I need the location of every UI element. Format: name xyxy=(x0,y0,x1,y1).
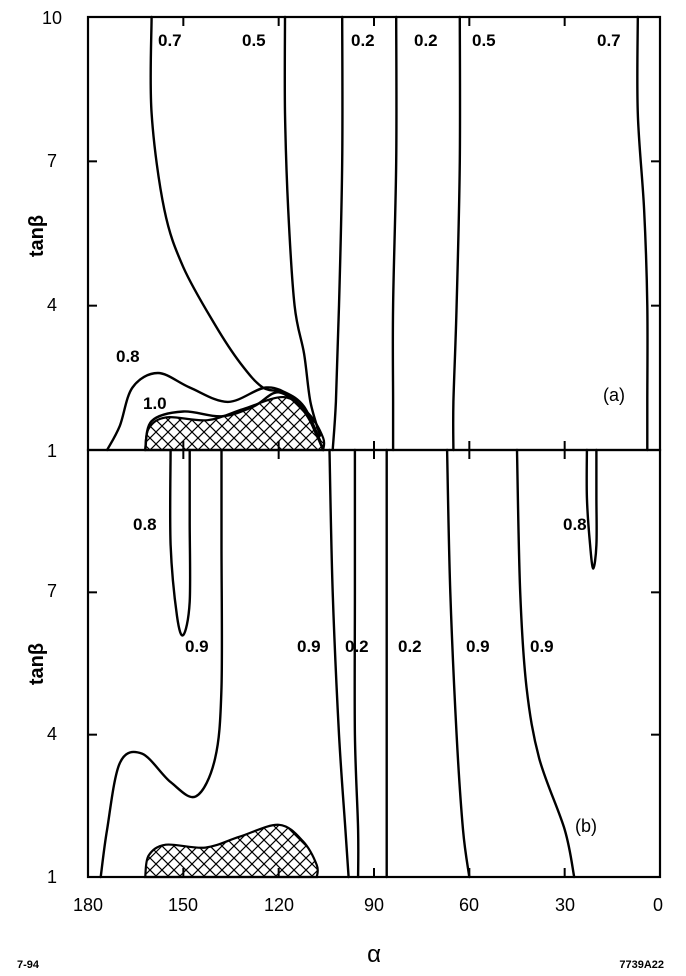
panel-a-frame xyxy=(86,15,662,452)
panel-b-excluded-region xyxy=(143,823,319,879)
y-tick-a-10: 10 xyxy=(42,8,62,28)
y-tick-b-4: 4 xyxy=(47,724,57,744)
contour-label-a-2: 0.2 xyxy=(351,31,375,50)
contour-label-a-4: 0.5 xyxy=(472,31,496,50)
contour-label-b-0: 0.8 xyxy=(133,515,157,534)
x-tick-0: 0 xyxy=(653,895,663,915)
contour-line-a-3 xyxy=(391,15,398,452)
contour-line-b-6 xyxy=(445,448,471,879)
contour-line-a-7 xyxy=(144,391,325,452)
contour-line-a-4 xyxy=(451,15,462,452)
contour-label-a-0: 0.7 xyxy=(158,31,182,50)
panel-b-label: (b) xyxy=(575,816,597,836)
y-tick-b-1: 1 xyxy=(47,867,57,887)
contour-line-a-5 xyxy=(636,15,649,452)
contour-line-a-2 xyxy=(331,15,344,452)
contour-label-a-3: 0.2 xyxy=(414,31,438,50)
contour-label-b-1: 0.8 xyxy=(563,515,587,534)
axis-ticks xyxy=(87,16,661,878)
y-axis-title-b: tanβ xyxy=(26,643,48,685)
contour-line-a-0 xyxy=(149,15,322,442)
contour-line-a-1 xyxy=(283,15,322,437)
panel-a-label: (a) xyxy=(603,385,625,405)
excluded-region-b xyxy=(143,823,319,879)
y-tick-a-7: 7 xyxy=(47,151,57,171)
contour-label-b-5: 0.2 xyxy=(398,637,422,656)
y-tick-a-4: 4 xyxy=(47,295,57,315)
contour-label-b-6: 0.9 xyxy=(466,637,490,656)
y-tick-b-7: 7 xyxy=(47,581,57,601)
contour-label-a-7: 1.0 xyxy=(143,394,167,413)
contour-label-b-3: 0.9 xyxy=(297,637,321,656)
contour-label-a-5: 0.7 xyxy=(597,31,621,50)
contour-label-a-6: 0.8 xyxy=(116,347,140,366)
contour-label-b-2: 0.9 xyxy=(185,637,209,656)
contour-line-b-1 xyxy=(585,448,598,570)
panel-b-contours xyxy=(99,448,598,879)
footer-figure-id: 7739A22 xyxy=(619,959,664,971)
x-tick-120: 120 xyxy=(264,895,294,915)
contour-label-b-7: 0.9 xyxy=(530,637,554,656)
contour-line-b-0 xyxy=(168,448,192,637)
contour-line-b-4 xyxy=(353,448,360,879)
y-axis-title-a: tanβ xyxy=(26,215,48,257)
footer-date-note: 7-94 xyxy=(17,959,40,971)
x-tick-90: 90 xyxy=(364,895,384,915)
x-tick-180: 180 xyxy=(73,895,103,915)
contour-line-b-7 xyxy=(515,448,576,879)
y-tick-shared-1: 1 xyxy=(47,441,57,461)
contour-label-b-4: 0.2 xyxy=(345,637,369,656)
x-tick-60: 60 xyxy=(459,895,479,915)
contour-line-b-2 xyxy=(99,448,224,879)
panel-a-excluded-region xyxy=(143,395,326,452)
x-tick-150: 150 xyxy=(168,895,198,915)
x-tick-30: 30 xyxy=(555,895,575,915)
panel-b xyxy=(99,448,598,879)
contour-label-a-1: 0.5 xyxy=(242,31,266,50)
x-axis-title: α xyxy=(367,941,381,968)
contour-line-b-3 xyxy=(328,448,350,879)
panel-a xyxy=(105,15,649,452)
panel-a-contours xyxy=(105,15,649,452)
excluded-region-a xyxy=(143,395,326,452)
